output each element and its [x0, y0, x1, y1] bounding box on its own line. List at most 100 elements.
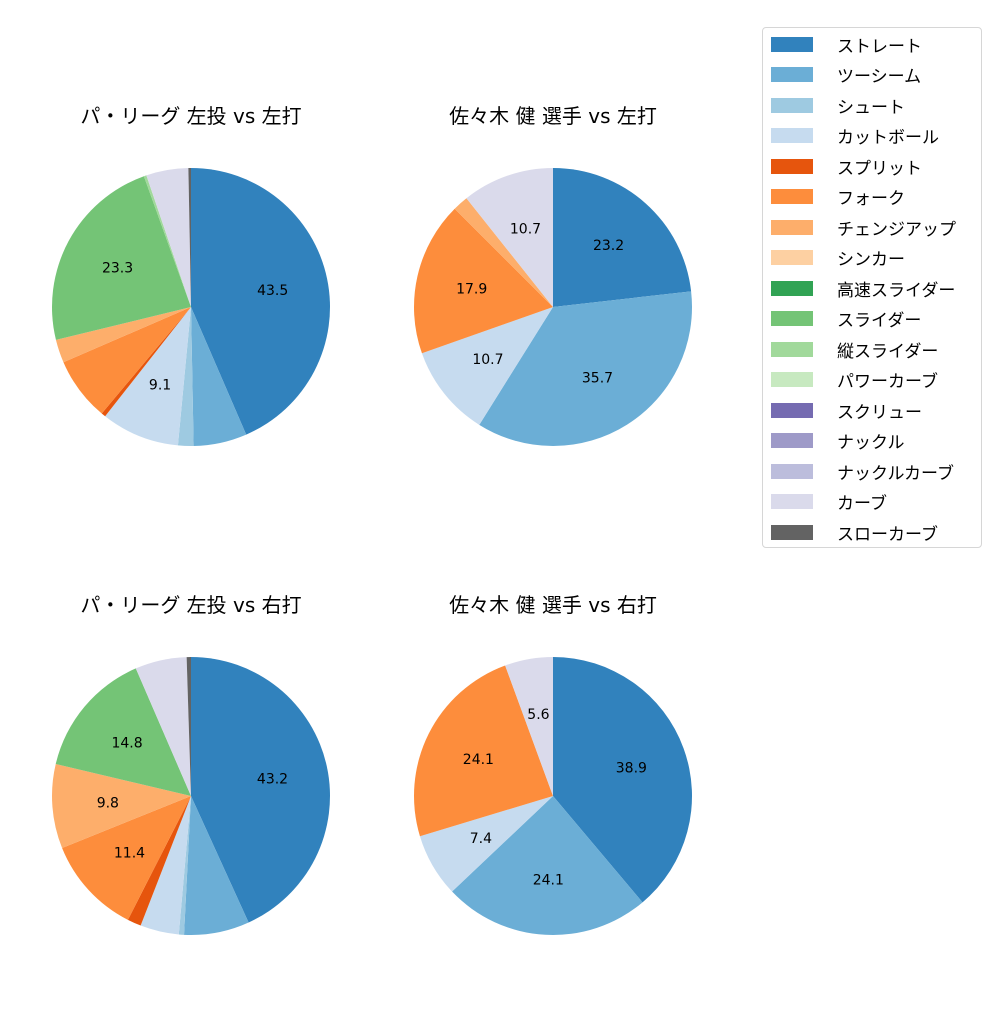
legend-item: カーブ — [771, 490, 887, 514]
legend-label: カーブ — [837, 494, 887, 514]
slice-label: 5.6 — [527, 707, 549, 723]
pie-slice — [188, 168, 191, 307]
legend-label: ツーシーム — [837, 67, 922, 87]
legend-label: スプリット — [837, 158, 922, 179]
legend-swatch — [771, 311, 813, 326]
pie-slice — [140, 796, 191, 935]
pie-slice — [553, 657, 692, 903]
pie-slice — [505, 657, 553, 796]
pie-slice — [143, 175, 191, 307]
legend-item: 高速スライダー — [771, 276, 956, 301]
legend-label: ナックルカーブ — [837, 463, 954, 484]
legend-label: シュート — [837, 97, 905, 118]
pie-slice — [186, 657, 191, 796]
slice-label: 10.7 — [510, 221, 541, 237]
slice-label: 23.2 — [593, 238, 624, 254]
slice-label: 43.2 — [257, 771, 288, 787]
pie-slice — [419, 796, 553, 892]
legend-item: スローカーブ — [771, 520, 938, 545]
slice-label: 43.5 — [257, 283, 288, 299]
legend-label: スローカーブ — [837, 524, 938, 545]
legend-item: シュート — [771, 93, 905, 118]
pie-chart: 43.5 9.1 23.3 — [51, 168, 331, 446]
pie-slice — [191, 307, 247, 446]
pie-slice — [191, 168, 331, 435]
pie-slice — [184, 796, 249, 935]
pie-chart: 38.9 24.1 7.4 24.1 5.6 — [414, 657, 692, 935]
pie-slice — [421, 307, 553, 425]
pie-slice — [178, 796, 191, 935]
pie-chart: 43.2 11.4 9.8 14.8 — [52, 657, 330, 935]
pie-slice — [55, 668, 192, 796]
legend-label: スクリュー — [837, 402, 922, 423]
slice-label: 17.9 — [456, 282, 487, 298]
legend-item: ツーシーム — [771, 63, 921, 87]
legend-item: パワーカーブ — [771, 368, 938, 392]
pie-slice — [479, 291, 692, 447]
legend-swatch — [771, 494, 813, 509]
legend-label: 縦スライダー — [837, 341, 939, 362]
pie-slice — [63, 307, 191, 414]
legend-swatch — [771, 36, 813, 52]
legend-swatch — [771, 463, 813, 479]
slice-label: 9.1 — [149, 377, 171, 393]
legend-swatch — [771, 97, 813, 113]
legend-swatch — [771, 372, 813, 387]
legend-label: フォーク — [837, 189, 905, 209]
legend-label: 高速スライダー — [837, 280, 956, 301]
pie-slice — [553, 168, 692, 307]
pie-slice — [414, 665, 553, 837]
legend-item: ナックル — [771, 429, 905, 453]
legend-label: パワーカーブ — [837, 372, 938, 392]
pie-slice — [101, 307, 191, 417]
slice-label: 9.8 — [97, 795, 119, 811]
legend-swatch — [771, 67, 813, 82]
legend-item: スプリット — [771, 154, 922, 179]
pie-chart: 23.2 35.7 10.7 17.9 10.7 — [414, 168, 692, 447]
legend-swatch — [771, 219, 813, 235]
pie-slice — [452, 796, 643, 935]
legend-label: チェンジアップ — [837, 219, 956, 240]
slice-label: 14.8 — [111, 735, 142, 751]
legend-item: フォーク — [771, 185, 905, 209]
slice-label: 24.1 — [463, 752, 494, 768]
legend-label: カットボール — [837, 128, 939, 148]
legend-item: カットボール — [771, 124, 939, 148]
legend-swatch — [771, 158, 813, 174]
pie-panel-league-vs-left: パ・リーグ 左投 vs 左打 43.5 9.1 23.3 — [21, 100, 361, 540]
pie-slice — [466, 168, 553, 307]
legend-item: スクリュー — [771, 398, 922, 423]
legend-swatch — [771, 433, 813, 448]
legend-swatch — [771, 280, 813, 296]
slice-label: 23.3 — [102, 261, 133, 277]
chart-title: パ・リーグ 左投 vs 右打 — [80, 593, 302, 617]
chart-title: 佐々木 健 選手 vs 左打 — [449, 104, 657, 128]
pie-slice — [62, 796, 191, 920]
slice-label: 38.9 — [616, 760, 647, 776]
pie-slice — [52, 763, 192, 848]
legend-swatch — [771, 341, 813, 357]
pie-slice — [146, 168, 191, 307]
pie-slice — [105, 307, 191, 446]
pie-slice — [55, 307, 191, 363]
legend-swatch — [771, 250, 813, 265]
pie-slice — [127, 796, 191, 926]
pie-panel-sasaki-vs-right: 佐々木 健 選手 vs 右打 38.9 24.1 7.4 24.1 5.6 — [383, 589, 723, 1029]
slice-label: 24.1 — [533, 872, 564, 888]
pie-panel-league-vs-right: パ・リーグ 左投 vs 右打 43.2 11.4 9.8 14.8 — [21, 589, 361, 1029]
slice-label: 35.7 — [582, 371, 613, 387]
pie-panel-sasaki-vs-left: 佐々木 健 選手 vs 左打 23.2 35.7 10.7 17.9 10.7 — [383, 100, 723, 540]
legend-item: シンカー — [771, 246, 905, 270]
pie-slice — [135, 657, 191, 796]
slice-label: 11.4 — [114, 845, 145, 861]
pie-slice — [191, 657, 330, 923]
legend-item: ナックルカーブ — [771, 459, 954, 484]
chart-title: パ・リーグ 左投 vs 左打 — [80, 104, 302, 128]
legend-swatch — [771, 128, 813, 143]
slice-label: 7.4 — [470, 831, 492, 847]
legend-label: ナックル — [837, 433, 905, 453]
pie-slice — [414, 208, 553, 354]
legend-item: スライダー — [771, 307, 921, 331]
legend-label: ストレート — [837, 36, 922, 57]
legend-label: シンカー — [837, 250, 905, 270]
